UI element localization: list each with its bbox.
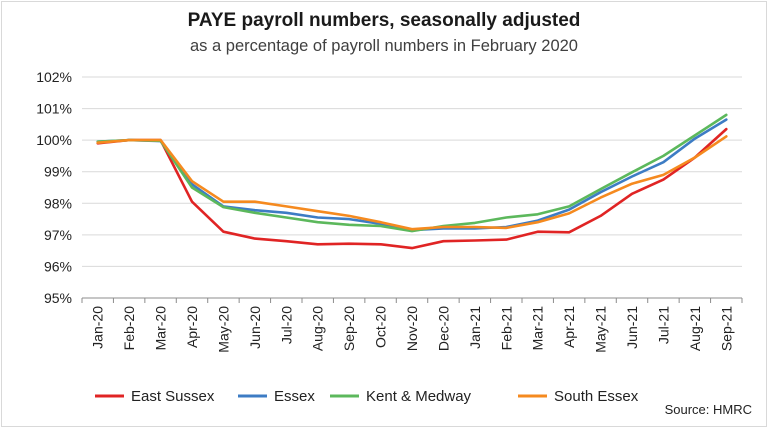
x-tick-label: Jun-20 bbox=[247, 306, 263, 349]
y-tick-label: 95% bbox=[44, 290, 72, 306]
x-tick-label: Dec-20 bbox=[435, 306, 451, 351]
legend-label-kent-medway: Kent & Medway bbox=[366, 388, 472, 405]
x-tick-label: Aug-20 bbox=[310, 306, 326, 351]
x-tick-label: Jan-21 bbox=[467, 306, 483, 349]
legend-label-south-essex: South Essex bbox=[554, 388, 639, 405]
y-tick-label: 100% bbox=[36, 132, 72, 148]
x-tick-label: Oct-20 bbox=[373, 306, 389, 348]
x-tick-label: Apr-21 bbox=[561, 306, 577, 348]
legend-label-essex: Essex bbox=[274, 388, 315, 405]
x-tick-label: Jul-20 bbox=[278, 306, 294, 344]
x-tick-label: Jul-21 bbox=[655, 306, 671, 344]
x-tick-label: May-21 bbox=[593, 306, 609, 353]
series-line-kent-medway bbox=[96, 113, 728, 233]
chart-title: PAYE payroll numbers, seasonally adjuste… bbox=[187, 10, 581, 31]
series-line-east-sussex bbox=[96, 127, 728, 250]
y-tick-label: 101% bbox=[36, 101, 72, 117]
series-line-essex bbox=[96, 118, 728, 232]
x-tick-label: Feb-20 bbox=[121, 306, 137, 351]
y-tick-label: 99% bbox=[44, 164, 72, 180]
x-tick-label: Feb-21 bbox=[498, 306, 514, 351]
x-tick-label: Sep-21 bbox=[718, 306, 734, 351]
x-tick-label: Jun-21 bbox=[624, 306, 640, 349]
x-tick-label: May-20 bbox=[215, 306, 231, 353]
x-tick-label: Apr-20 bbox=[184, 306, 200, 348]
x-tick-label: Jan-20 bbox=[90, 306, 106, 349]
x-tick-label: Mar-20 bbox=[153, 306, 169, 351]
x-tick-label: Sep-20 bbox=[341, 306, 357, 351]
y-tick-label: 97% bbox=[44, 227, 72, 243]
x-tick-label: Aug-21 bbox=[687, 306, 703, 351]
chart-subtitle: as a percentage of payroll numbers in Fe… bbox=[190, 37, 578, 55]
legend-label-east-sussex: East Sussex bbox=[131, 388, 215, 405]
x-tick-label: Mar-21 bbox=[530, 306, 546, 351]
source-note: Source: HMRC bbox=[665, 402, 752, 417]
x-tick-label: Nov-20 bbox=[404, 306, 420, 351]
y-tick-label: 98% bbox=[44, 195, 72, 211]
series-line-south-essex bbox=[96, 135, 728, 231]
y-tick-label: 96% bbox=[44, 258, 72, 274]
y-tick-label: 102% bbox=[36, 69, 72, 85]
